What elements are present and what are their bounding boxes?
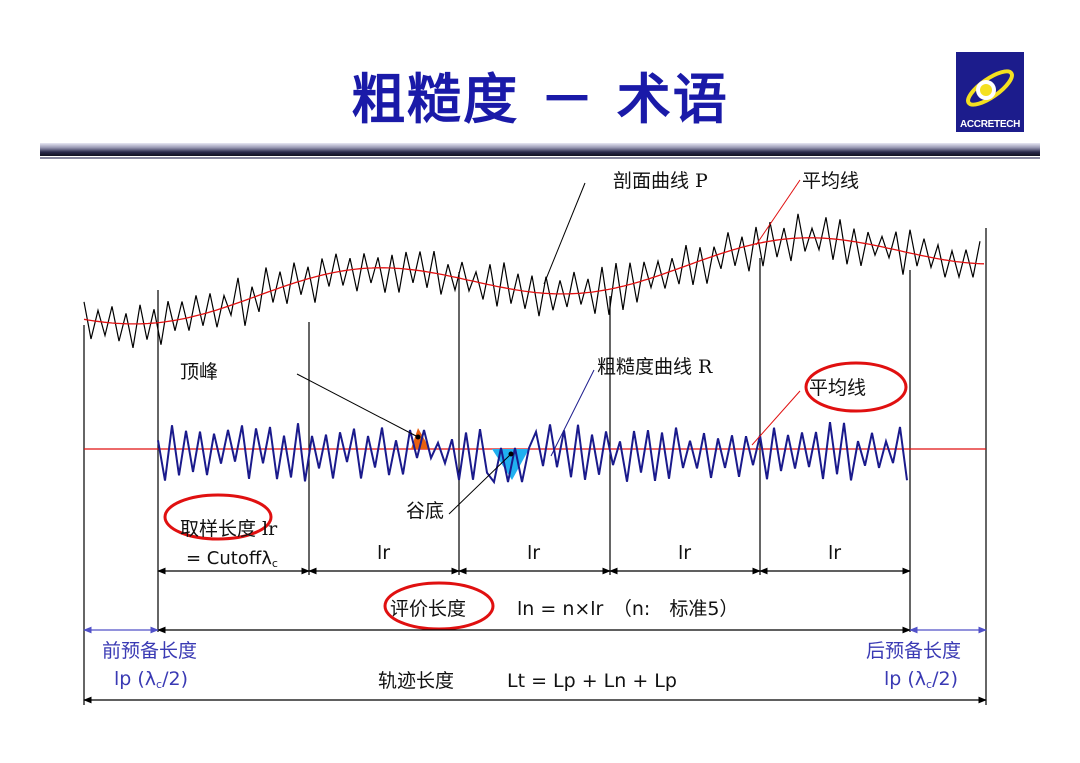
- profile-mean-line: [83, 237, 985, 325]
- valley-highlight: [492, 449, 529, 480]
- highlight-ellipses: [163, 361, 908, 631]
- page-title: 粗糙度 － 术语: [351, 67, 729, 131]
- valley-label: 谷底: [406, 500, 445, 522]
- eval-length-label: 评价长度: [390, 598, 467, 620]
- lr-label-2: lr: [377, 542, 391, 564]
- pre-length-label: 前预备长度: [102, 640, 198, 662]
- lr-label-3: lr: [527, 542, 541, 564]
- profile-curve-label: 剖面曲线 P: [613, 170, 708, 192]
- lr-label-4: lr: [678, 542, 692, 564]
- pre-length-formula: lp (λc/2): [114, 668, 189, 691]
- eval-length-formula: ln = n×lr （n: 标准5）: [517, 598, 739, 620]
- title-divider-underline: [40, 157, 1040, 159]
- post-length-label: 后预备长度: [866, 640, 962, 662]
- mean-line-top-label: 平均线: [802, 170, 860, 192]
- traverse-length-label: 轨迹长度: [378, 670, 455, 692]
- profile-curve-line: [83, 213, 981, 349]
- logo-text: ACCRETECH: [959, 119, 1021, 130]
- sampling-length-label: 取样长度 lr: [180, 518, 278, 540]
- pointer-lines: [296, 179, 801, 515]
- traverse-length-formula: Lt = Lp + Ln + Lp: [507, 670, 677, 692]
- cutoff-label: = Cutoffλc: [186, 548, 278, 570]
- peak-label: 顶峰: [180, 361, 219, 383]
- logo-emblem-icon: [956, 52, 1024, 132]
- section-dividers: [83, 228, 987, 705]
- title-divider: [40, 143, 1040, 156]
- peak-highlight: [411, 428, 430, 449]
- lr-label-5: lr: [828, 542, 842, 564]
- mean-line-mid-label: 平均线: [809, 377, 867, 399]
- accretech-logo: ACCRETECH: [956, 52, 1024, 132]
- roughness-curve-line: [157, 421, 908, 485]
- roughness-curve-label: 粗糙度曲线 R: [597, 356, 713, 378]
- post-length-formula: lp (λc/2): [884, 668, 959, 691]
